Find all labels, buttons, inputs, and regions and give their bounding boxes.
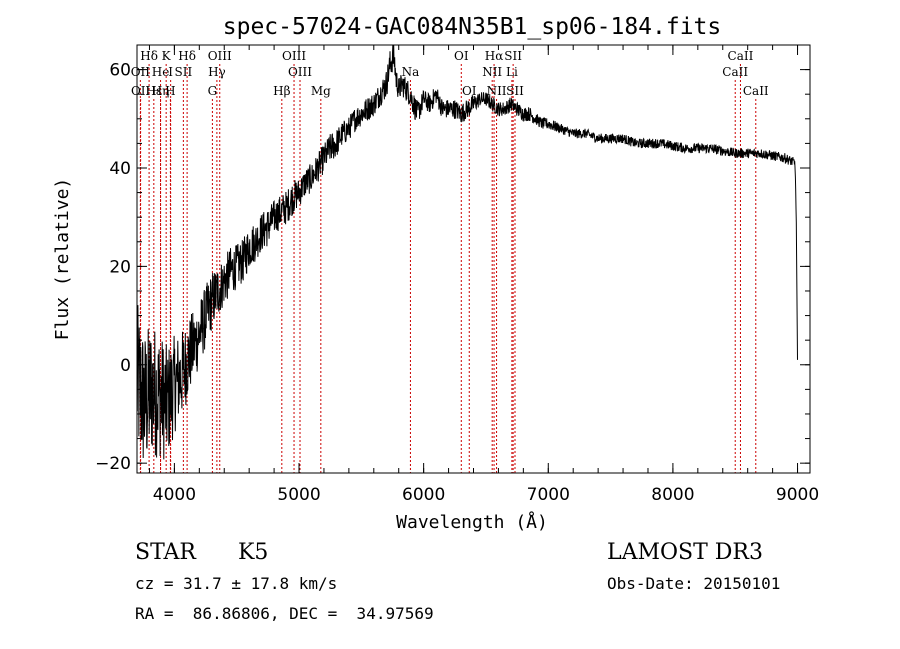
line-label: H — [165, 84, 175, 98]
y-axis-label: Flux (relative) — [52, 178, 73, 341]
line-label: Hη — [152, 84, 170, 98]
line-label: OIII — [288, 65, 312, 79]
line-label: Na — [402, 65, 420, 79]
y-tick-label: 20 — [109, 257, 131, 277]
line-label: K — [162, 49, 172, 63]
line-label: Mg — [311, 84, 331, 98]
x-tick-label: 6000 — [402, 485, 445, 505]
y-tick-label: 40 — [109, 159, 131, 179]
line-label: Li — [506, 65, 518, 79]
line-label: SII — [175, 65, 193, 79]
survey-name: LAMOST DR3 — [607, 540, 763, 565]
line-label: SII — [504, 49, 522, 63]
y-tick-label: 0 — [120, 356, 131, 376]
line-label: He — [152, 65, 170, 79]
line-label: OII — [131, 84, 151, 98]
x-tick-label: 4000 — [153, 485, 196, 505]
line-label: OIII — [282, 49, 306, 63]
plot-frame — [136, 44, 811, 474]
line-label: Hδ — [178, 49, 196, 63]
line-label: CaII — [722, 65, 748, 79]
line-label: SII — [506, 84, 524, 98]
x-tick-label: 7000 — [527, 485, 570, 505]
spectral-subclass: K5 — [238, 540, 269, 565]
line-label: CaII — [743, 84, 769, 98]
line-label: Hε — [145, 84, 162, 98]
line-label: OII — [131, 65, 151, 79]
line-label: Hδ — [140, 49, 158, 63]
line-label: NII — [482, 65, 502, 79]
line-label: NII — [487, 84, 507, 98]
object-type: STAR — [135, 540, 196, 565]
line-label: CaII — [728, 49, 754, 63]
x-tick-label: 9000 — [776, 485, 819, 505]
line-label: Hγ — [208, 65, 226, 79]
chart-title: spec-57024-GAC084N35B1_sp06-184.fits — [223, 14, 722, 40]
spectrum-line — [136, 44, 798, 460]
line-label: OI — [454, 49, 469, 63]
line-label: Hβ — [273, 84, 290, 98]
obs-date: Obs-Date: 20150101 — [607, 574, 781, 593]
redshift-readout: cz = 31.7 ± 17.8 km/s — [135, 574, 338, 593]
x-axis-label: Wavelength (Å) — [396, 511, 548, 533]
line-label: I — [168, 65, 173, 79]
line-label: OI — [462, 84, 477, 98]
line-label: Hα — [485, 49, 504, 63]
line-label: OIII — [208, 49, 232, 63]
line-label: G — [208, 84, 218, 98]
x-axis-ticks: 4000 5000 6000 7000 8000 9000 — [148, 45, 819, 505]
coordinates: RA = 86.86806, DEC = 34.97569 — [135, 604, 434, 623]
y-tick-label: −20 — [95, 454, 131, 474]
y-axis-ticks: −20 0 20 40 60 — [95, 61, 810, 474]
y-tick-label: 60 — [109, 61, 131, 81]
x-tick-label: 5000 — [277, 485, 320, 505]
x-tick-label: 8000 — [651, 485, 694, 505]
